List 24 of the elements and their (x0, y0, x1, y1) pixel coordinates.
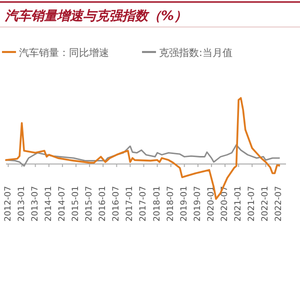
x-tick-label: 2021-01 (234, 186, 244, 222)
x-tick-label: 2017-07 (138, 186, 149, 222)
x-tick-label: 2012-07 (3, 186, 14, 222)
x-tick-label: 2020-07 (220, 186, 230, 222)
x-tick-label: 2016-01 (98, 186, 108, 222)
x-tick-label: 2021-07 (247, 186, 258, 222)
x-tick-label: 2018-01 (152, 186, 162, 222)
x-tick-label: 2015-07 (84, 186, 95, 222)
x-tick-label: 2015-01 (71, 186, 81, 222)
x-tick-label: 2020-01 (206, 186, 216, 222)
x-tick-label: 2017-01 (125, 186, 136, 222)
x-tick-label: 2013-01 (16, 186, 27, 222)
chart-title: 汽车销量增速与克强指数（%） (4, 8, 188, 24)
x-tick-label: 2013-07 (30, 186, 40, 222)
x-tick-label: 2022-01 (260, 186, 271, 222)
x-tick-label: 2022-07 (274, 186, 284, 222)
legend-label: 汽车销量：同比增速 (19, 47, 109, 59)
x-tick-label: 2016-07 (112, 186, 122, 222)
x-tick-label: 2014-07 (57, 186, 68, 222)
x-tick-label: 2019-01 (179, 186, 190, 222)
x-tick-label: 2014-01 (44, 186, 54, 222)
x-tick-label: 2018-07 (166, 186, 176, 222)
legend-label: 克强指数:当月值 (159, 47, 232, 59)
x-tick-label: 2019-07 (192, 186, 203, 222)
